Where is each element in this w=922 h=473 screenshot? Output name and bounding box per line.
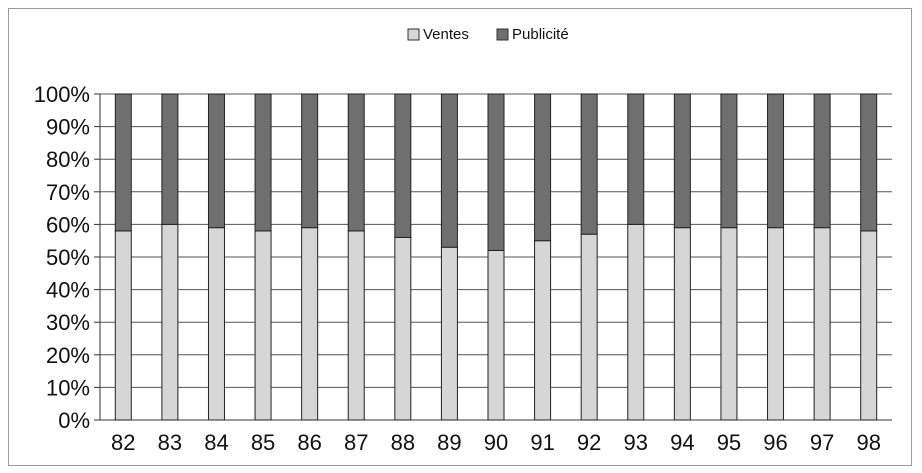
x-tick-label: 97 bbox=[810, 430, 834, 455]
x-tick-label: 85 bbox=[251, 430, 275, 455]
y-tick-label: 70% bbox=[46, 180, 90, 205]
x-tick-label: 86 bbox=[297, 430, 321, 455]
y-tick-label: 20% bbox=[46, 343, 90, 368]
x-tick-label: 98 bbox=[856, 430, 880, 455]
bar-publicite-96 bbox=[767, 93, 785, 229]
x-tick-label: 84 bbox=[204, 430, 228, 455]
y-tick-label: 40% bbox=[46, 278, 90, 303]
y-tick-label: 80% bbox=[46, 147, 90, 172]
bar-ventes-85 bbox=[254, 230, 272, 421]
y-tick-label: 50% bbox=[46, 245, 90, 270]
x-tick-label: 91 bbox=[530, 430, 554, 455]
bar-publicite-86 bbox=[301, 93, 319, 229]
bar-ventes-93 bbox=[627, 223, 645, 421]
legend-swatch-ventes bbox=[407, 28, 420, 41]
x-tick-label: 87 bbox=[344, 430, 368, 455]
bar-publicite-94 bbox=[673, 93, 691, 229]
bar-ventes-84 bbox=[207, 227, 225, 421]
legend: Ventes Publicité bbox=[407, 26, 569, 43]
bar-ventes-92 bbox=[580, 233, 598, 421]
x-tick-label: 90 bbox=[484, 430, 508, 455]
x-tick-label: 82 bbox=[111, 430, 135, 455]
x-tick-label: 93 bbox=[624, 430, 648, 455]
bar-publicite-84 bbox=[207, 93, 225, 229]
legend-label-ventes: Ventes bbox=[423, 26, 469, 43]
bar-publicite-88 bbox=[394, 93, 412, 238]
y-tick-label: 60% bbox=[46, 212, 90, 237]
x-tick-label: 89 bbox=[437, 430, 461, 455]
bar-ventes-89 bbox=[440, 246, 458, 421]
y-tick-label: 100% bbox=[34, 82, 90, 107]
bar-publicite-82 bbox=[114, 93, 132, 232]
bar-ventes-91 bbox=[534, 240, 552, 421]
x-tick-label: 94 bbox=[670, 430, 694, 455]
y-tick-label: 30% bbox=[46, 310, 90, 335]
bar-ventes-88 bbox=[394, 236, 412, 421]
bar-publicite-90 bbox=[487, 93, 505, 251]
y-tick-label: 0% bbox=[58, 408, 90, 433]
y-tick-label: 90% bbox=[46, 115, 90, 140]
bar-ventes-96 bbox=[767, 227, 785, 421]
bar-publicite-87 bbox=[347, 93, 365, 232]
bar-ventes-90 bbox=[487, 249, 505, 421]
bar-ventes-83 bbox=[161, 223, 179, 421]
y-axis: 0% 10% 20% 30% 40% 50% 60% 70% 80% 90% 100% bbox=[34, 82, 892, 433]
legend-swatch-publicite bbox=[496, 28, 509, 41]
x-tick-label: 88 bbox=[391, 430, 415, 455]
bar-publicite-83 bbox=[161, 93, 179, 225]
bar-publicite-97 bbox=[813, 93, 831, 229]
bar-ventes-86 bbox=[301, 227, 319, 421]
bar-ventes-97 bbox=[813, 227, 831, 421]
bar-publicite-91 bbox=[534, 93, 552, 242]
bar-ventes-82 bbox=[114, 230, 132, 421]
x-axis: 82 83 84 85 86 87 88 89 90 91 92 93 94 95 96 97 98 bbox=[111, 430, 881, 455]
bar-publicite-98 bbox=[860, 93, 878, 232]
bar-ventes-87 bbox=[347, 230, 365, 421]
bar-publicite-85 bbox=[254, 93, 272, 232]
bar-publicite-92 bbox=[580, 93, 598, 235]
x-tick-label: 92 bbox=[577, 430, 601, 455]
chart-frame bbox=[8, 8, 912, 466]
legend-label-publicite: Publicité bbox=[512, 26, 569, 43]
bars bbox=[114, 93, 878, 421]
bar-publicite-95 bbox=[720, 93, 738, 229]
bar-ventes-94 bbox=[673, 227, 691, 421]
y-tick-label: 10% bbox=[46, 375, 90, 400]
bar-ventes-98 bbox=[860, 230, 878, 421]
x-tick-label: 96 bbox=[763, 430, 787, 455]
bar-ventes-95 bbox=[720, 227, 738, 421]
x-tick-label: 83 bbox=[158, 430, 182, 455]
bar-publicite-89 bbox=[440, 93, 458, 248]
x-tick-label: 95 bbox=[717, 430, 741, 455]
bar-publicite-93 bbox=[627, 93, 645, 225]
